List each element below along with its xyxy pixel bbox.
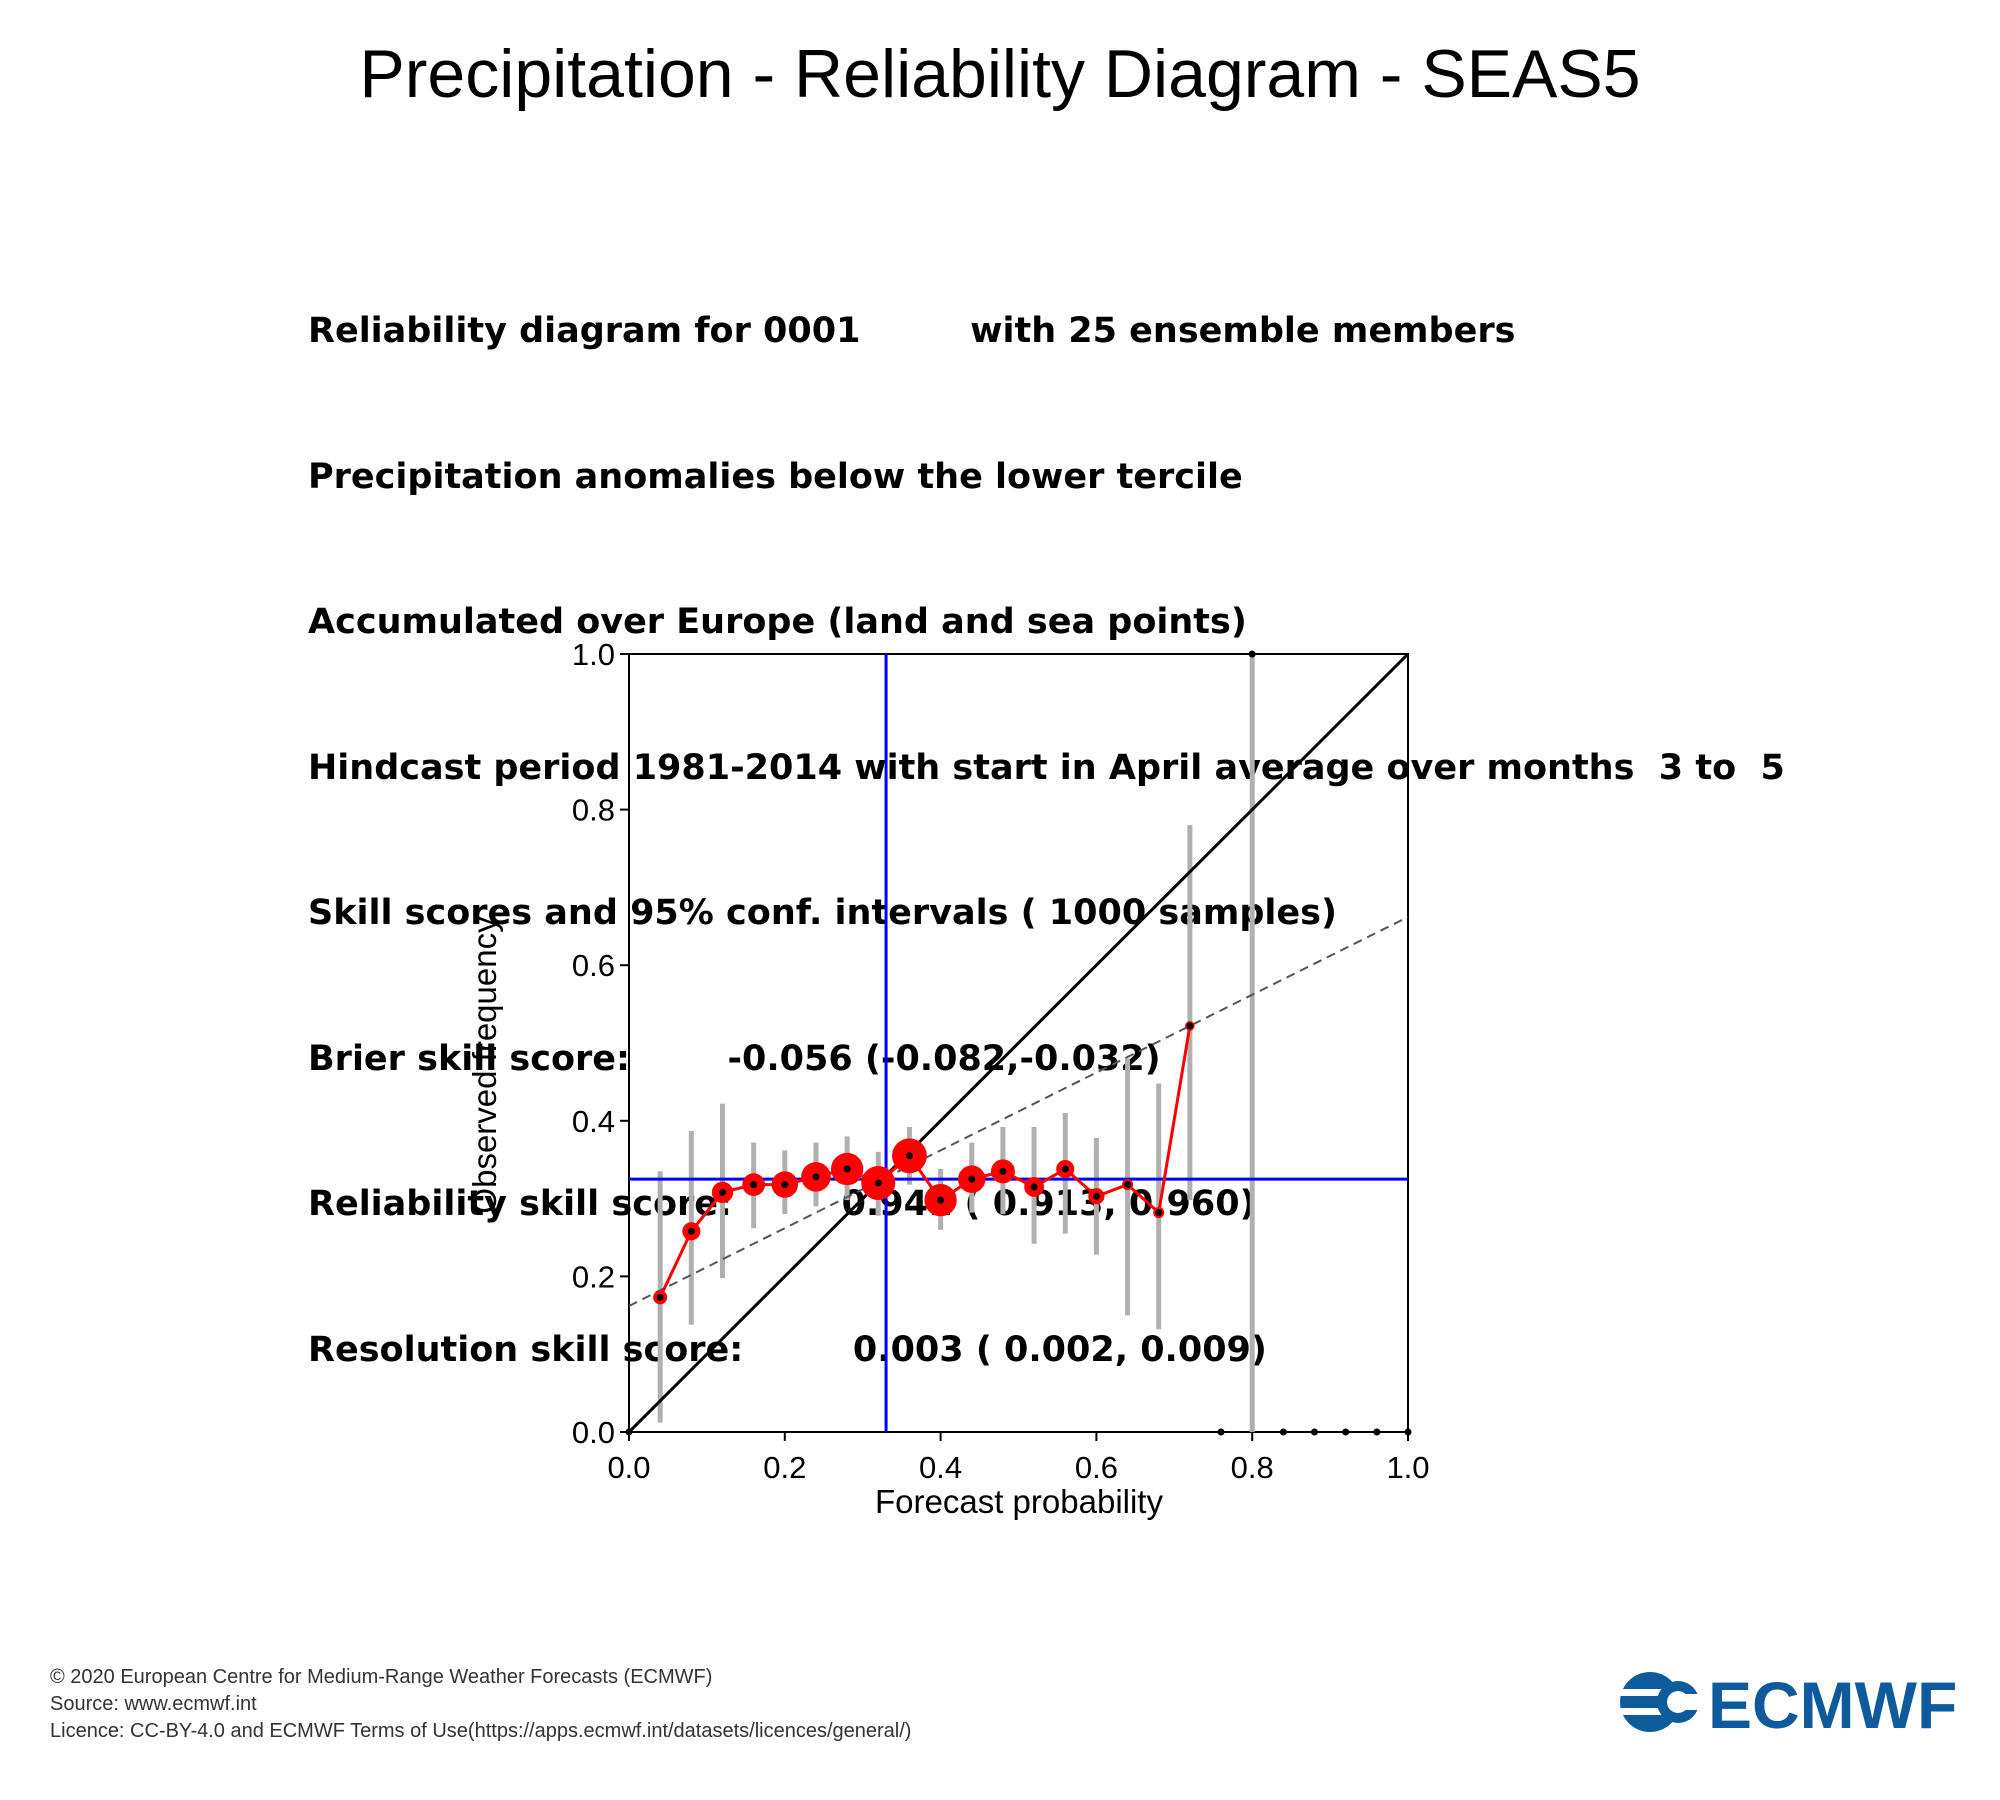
info-line-ensemble: Reliability diagram for 0001 with 25 ens… [308, 311, 1516, 351]
data-point [937, 1196, 945, 1204]
data-point [750, 1181, 758, 1189]
ecmwf-logo: ECMWF [1620, 1668, 1957, 1738]
origin-point [625, 1428, 633, 1436]
zero-count-point [1404, 1428, 1412, 1436]
data-point [781, 1181, 789, 1189]
info-line-skill-header: Skill scores and 95% conf. intervals ( 1… [308, 893, 1337, 933]
data-point [687, 1227, 695, 1235]
plot-frame [628, 653, 1409, 1433]
info-block: Reliability diagram for 0001 with 25 ens… [308, 210, 1785, 1423]
logo-text: ECMWF [1708, 1668, 1957, 1738]
info-line-region: Accumulated over Europe (land and sea po… [308, 602, 1247, 642]
page-title: Precipitation - Reliability Diagram - SE… [359, 36, 1641, 112]
y-tick-label: 0.0 [572, 1415, 615, 1450]
data-point [1030, 1183, 1038, 1191]
zero-count-point [1373, 1428, 1381, 1436]
data-point [968, 1175, 976, 1183]
info-line-brier-score: Brier skill score: -0.056 (-0.082,-0.032… [308, 1038, 1161, 1079]
x-tick-label: 1.0 [1386, 1450, 1429, 1485]
info-line-resolution-score: Resolution skill score: 0.003 ( 0.002, 0… [308, 1329, 1267, 1370]
data-point [874, 1179, 882, 1187]
data-point [843, 1165, 851, 1173]
data-point [1248, 650, 1256, 658]
perfect-reliability-line [627, 652, 1410, 1434]
zero-count-point [1217, 1428, 1225, 1436]
x-tick-label: 0.0 [607, 1450, 650, 1485]
data-point [1061, 1165, 1069, 1173]
regression-line [628, 916, 1409, 1307]
data-point [1155, 1209, 1163, 1217]
y-tick-label: 0.8 [572, 793, 615, 828]
x-tick-label: 0.2 [763, 1450, 806, 1485]
data-point [905, 1152, 913, 1160]
data-point [718, 1188, 726, 1196]
info-line-variable: Precipitation anomalies below the lower … [308, 456, 1243, 497]
footer-licence: Licence: CC-BY-4.0 and ECMWF Terms of Us… [50, 1720, 912, 1742]
x-tick-label: 0.6 [1075, 1450, 1118, 1485]
y-axis-label: Observed frequency [466, 916, 503, 1214]
ecmwf-logo-mark-icon [1620, 1672, 1700, 1732]
x-axis-label: Forecast probability [875, 1483, 1163, 1520]
footer: © 2020 European Centre for Medium-Range … [50, 1664, 911, 1745]
x-tick-label: 0.4 [919, 1450, 962, 1485]
zero-count-point [1279, 1428, 1287, 1436]
data-point [1092, 1192, 1100, 1200]
data-point [812, 1173, 820, 1181]
x-tick-label: 0.8 [1231, 1450, 1274, 1485]
y-tick-label: 1.0 [572, 637, 615, 672]
zero-count-point [1311, 1428, 1319, 1436]
zero-count-point [1342, 1428, 1350, 1436]
footer-copyright: © 2020 European Centre for Medium-Range … [50, 1666, 713, 1688]
y-tick-label: 0.6 [572, 948, 615, 983]
y-tick-label: 0.2 [572, 1259, 615, 1294]
data-point [1124, 1181, 1132, 1189]
footer-source: Source: www.ecmwf.int [50, 1693, 257, 1715]
data-point [1186, 1022, 1194, 1030]
y-tick-label: 0.4 [572, 1104, 615, 1139]
info-line-period: Hindcast period 1981-2014 with start in … [308, 747, 1785, 788]
data-point [999, 1167, 1007, 1175]
data-point [656, 1293, 664, 1301]
